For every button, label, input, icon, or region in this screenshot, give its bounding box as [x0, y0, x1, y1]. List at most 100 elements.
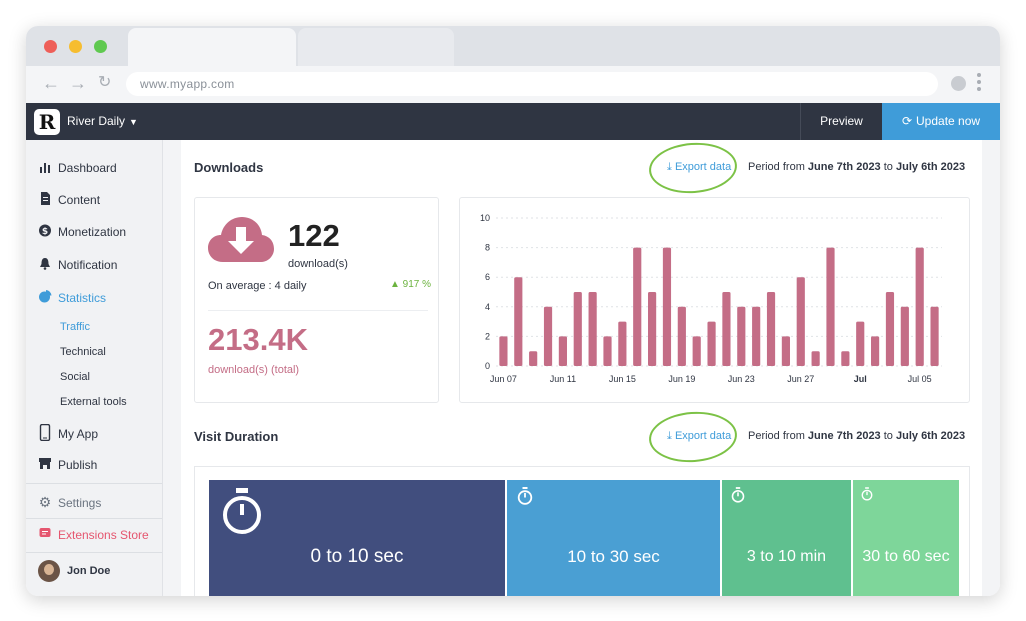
stopwatch-icon	[731, 487, 745, 503]
period-prefix: Period from	[748, 161, 805, 173]
chart-bar	[603, 336, 612, 366]
downloads-average: On average : 4 daily	[208, 280, 307, 292]
chevron-down-icon: ▼	[129, 117, 138, 127]
back-arrow-icon[interactable]: ←	[42, 73, 60, 93]
bar-chart-icon	[40, 163, 50, 173]
maximize-window-button[interactable]	[94, 40, 107, 53]
sidebar-item-extensions-store[interactable]: Extensions Store	[38, 526, 149, 544]
duration-tile-0-10-sec[interactable]: 0 to 10 sec	[209, 480, 505, 596]
sidebar-item-settings[interactable]: ⚙ Settings	[38, 493, 102, 511]
period-to-word: to	[883, 161, 893, 173]
chart-bar	[900, 306, 909, 366]
app-name: River Daily	[67, 114, 126, 128]
duration-tile-label: 3 to 10 min	[746, 548, 827, 565]
preview-button[interactable]: Preview	[800, 103, 882, 140]
chart-x-tick-label: Jun 27	[787, 374, 814, 384]
sidebar-item-label: My App	[58, 427, 99, 441]
document-icon	[41, 192, 50, 205]
sidebar-item-statistics[interactable]: Statistics	[38, 289, 106, 307]
export-label: Export data	[674, 161, 732, 173]
svg-text:$: $	[42, 227, 48, 237]
kebab-menu-icon[interactable]	[977, 73, 981, 95]
chart-bar	[648, 292, 657, 366]
sidebar-item-notification[interactable]: Notification	[38, 256, 117, 274]
duration-tile-10-30-sec[interactable]: 10 to 30 sec	[507, 480, 720, 596]
forward-arrow-icon[interactable]: →	[69, 73, 87, 93]
browser-tab-active[interactable]	[128, 28, 296, 66]
chart-bar	[499, 336, 508, 366]
app-header: R River Daily ▼ Preview ⟳ Update now	[26, 103, 1000, 140]
bell-icon	[40, 258, 50, 270]
chart-bar	[826, 247, 835, 366]
avatar[interactable]	[38, 560, 60, 582]
sidebar-divider	[26, 552, 162, 553]
chart-y-tick-label: 10	[480, 213, 490, 223]
chart-bar	[737, 306, 746, 366]
card-divider	[208, 310, 428, 311]
minimize-window-button[interactable]	[69, 40, 82, 53]
downloads-total: 213.4K	[208, 322, 308, 357]
chart-bar	[573, 292, 582, 366]
close-window-button[interactable]	[44, 40, 57, 53]
visit-duration-export-button[interactable]: ⤓ Export data	[667, 430, 731, 443]
sidebar-item-publish[interactable]: Publish	[38, 456, 97, 474]
chart-bar	[796, 277, 805, 366]
app-switcher[interactable]: River Daily ▼	[67, 103, 138, 140]
sidebar-item-label: Publish	[58, 458, 98, 472]
statistics-panel: Downloads ⤓ Export data Period from June…	[181, 139, 982, 596]
downloads-title: Downloads	[194, 160, 264, 175]
chart-y-tick-label: 4	[485, 302, 490, 312]
sidebar-subitem-social[interactable]: Social	[60, 371, 90, 383]
sidebar-item-label: Extensions Store	[58, 528, 149, 542]
url-bar[interactable]: www.myapp.com	[126, 72, 938, 96]
stopwatch-icon	[223, 488, 261, 534]
sidebar-item-dashboard[interactable]: Dashboard	[38, 159, 117, 177]
chart-bar	[558, 336, 567, 366]
stopwatch-icon	[517, 487, 533, 505]
downloads-count-label: download(s)	[288, 258, 348, 270]
sidebar: Dashboard Content $ Monetization Notifica…	[26, 140, 163, 596]
chart-bar	[529, 351, 538, 366]
app-logo: R	[34, 109, 60, 135]
sidebar-subitem-traffic[interactable]: Traffic	[60, 321, 90, 333]
sync-icon: ⟳	[901, 114, 912, 128]
sidebar-item-content[interactable]: Content	[38, 191, 100, 209]
period-to: July 6th 2023	[896, 430, 966, 442]
chart-bar	[752, 306, 761, 366]
visit-duration-card: 0 to 10 sec 10 to 30 sec 3 to 10 min 30 …	[194, 466, 970, 596]
reload-icon[interactable]: ↻	[98, 74, 112, 91]
sidebar-subitem-external-tools[interactable]: External tools	[60, 396, 127, 408]
sidebar-item-my-app[interactable]: My App	[38, 424, 98, 442]
duration-tile-3-10-min[interactable]: 3 to 10 min	[722, 480, 851, 596]
user-name[interactable]: Jon Doe	[67, 565, 111, 577]
sidebar-item-label: Content	[58, 193, 101, 207]
chart-y-tick-label: 0	[485, 361, 490, 371]
duration-tile-label: 0 to 10 sec	[310, 546, 404, 567]
chart-x-tick-label: Jun 19	[668, 374, 695, 384]
chart-bar	[677, 306, 686, 366]
chart-bar	[707, 321, 716, 366]
chart-bar	[514, 277, 523, 366]
dollar-icon: $	[39, 224, 51, 237]
chart-bar	[543, 306, 553, 366]
sidebar-subitem-technical[interactable]: Technical	[60, 346, 106, 358]
sidebar-item-label: Statistics	[58, 291, 107, 305]
period-from: June 7th 2023	[807, 430, 881, 442]
download-icon: ⤓	[667, 161, 672, 173]
sidebar-item-monetization[interactable]: $ Monetization	[38, 223, 126, 241]
chart-x-tick-label: Jul	[854, 374, 867, 384]
browser-tab[interactable]	[298, 28, 454, 66]
update-now-button[interactable]: ⟳ Update now	[882, 103, 1000, 140]
duration-tile-label: 10 to 30 sec	[567, 547, 660, 566]
downloads-summary-card: 122 download(s) On average : 4 daily ▲ 9…	[194, 197, 439, 403]
duration-tile-label: 30 to 60 sec	[862, 548, 950, 565]
profile-icon[interactable]	[951, 76, 966, 91]
chart-x-tick-label: Jun 23	[728, 374, 755, 384]
chart-bar	[871, 336, 880, 366]
duration-tile-30-60-sec[interactable]: 30 to 60 sec	[853, 480, 959, 596]
downloads-period: Period from June 7th 2023 to July 6th 20…	[748, 161, 965, 173]
chart-x-tick-label: Jun 11	[550, 374, 576, 384]
downloads-export-button[interactable]: ⤓ Export data	[667, 161, 731, 174]
pie-chart-icon	[39, 290, 52, 303]
tab-strip	[26, 26, 1000, 66]
